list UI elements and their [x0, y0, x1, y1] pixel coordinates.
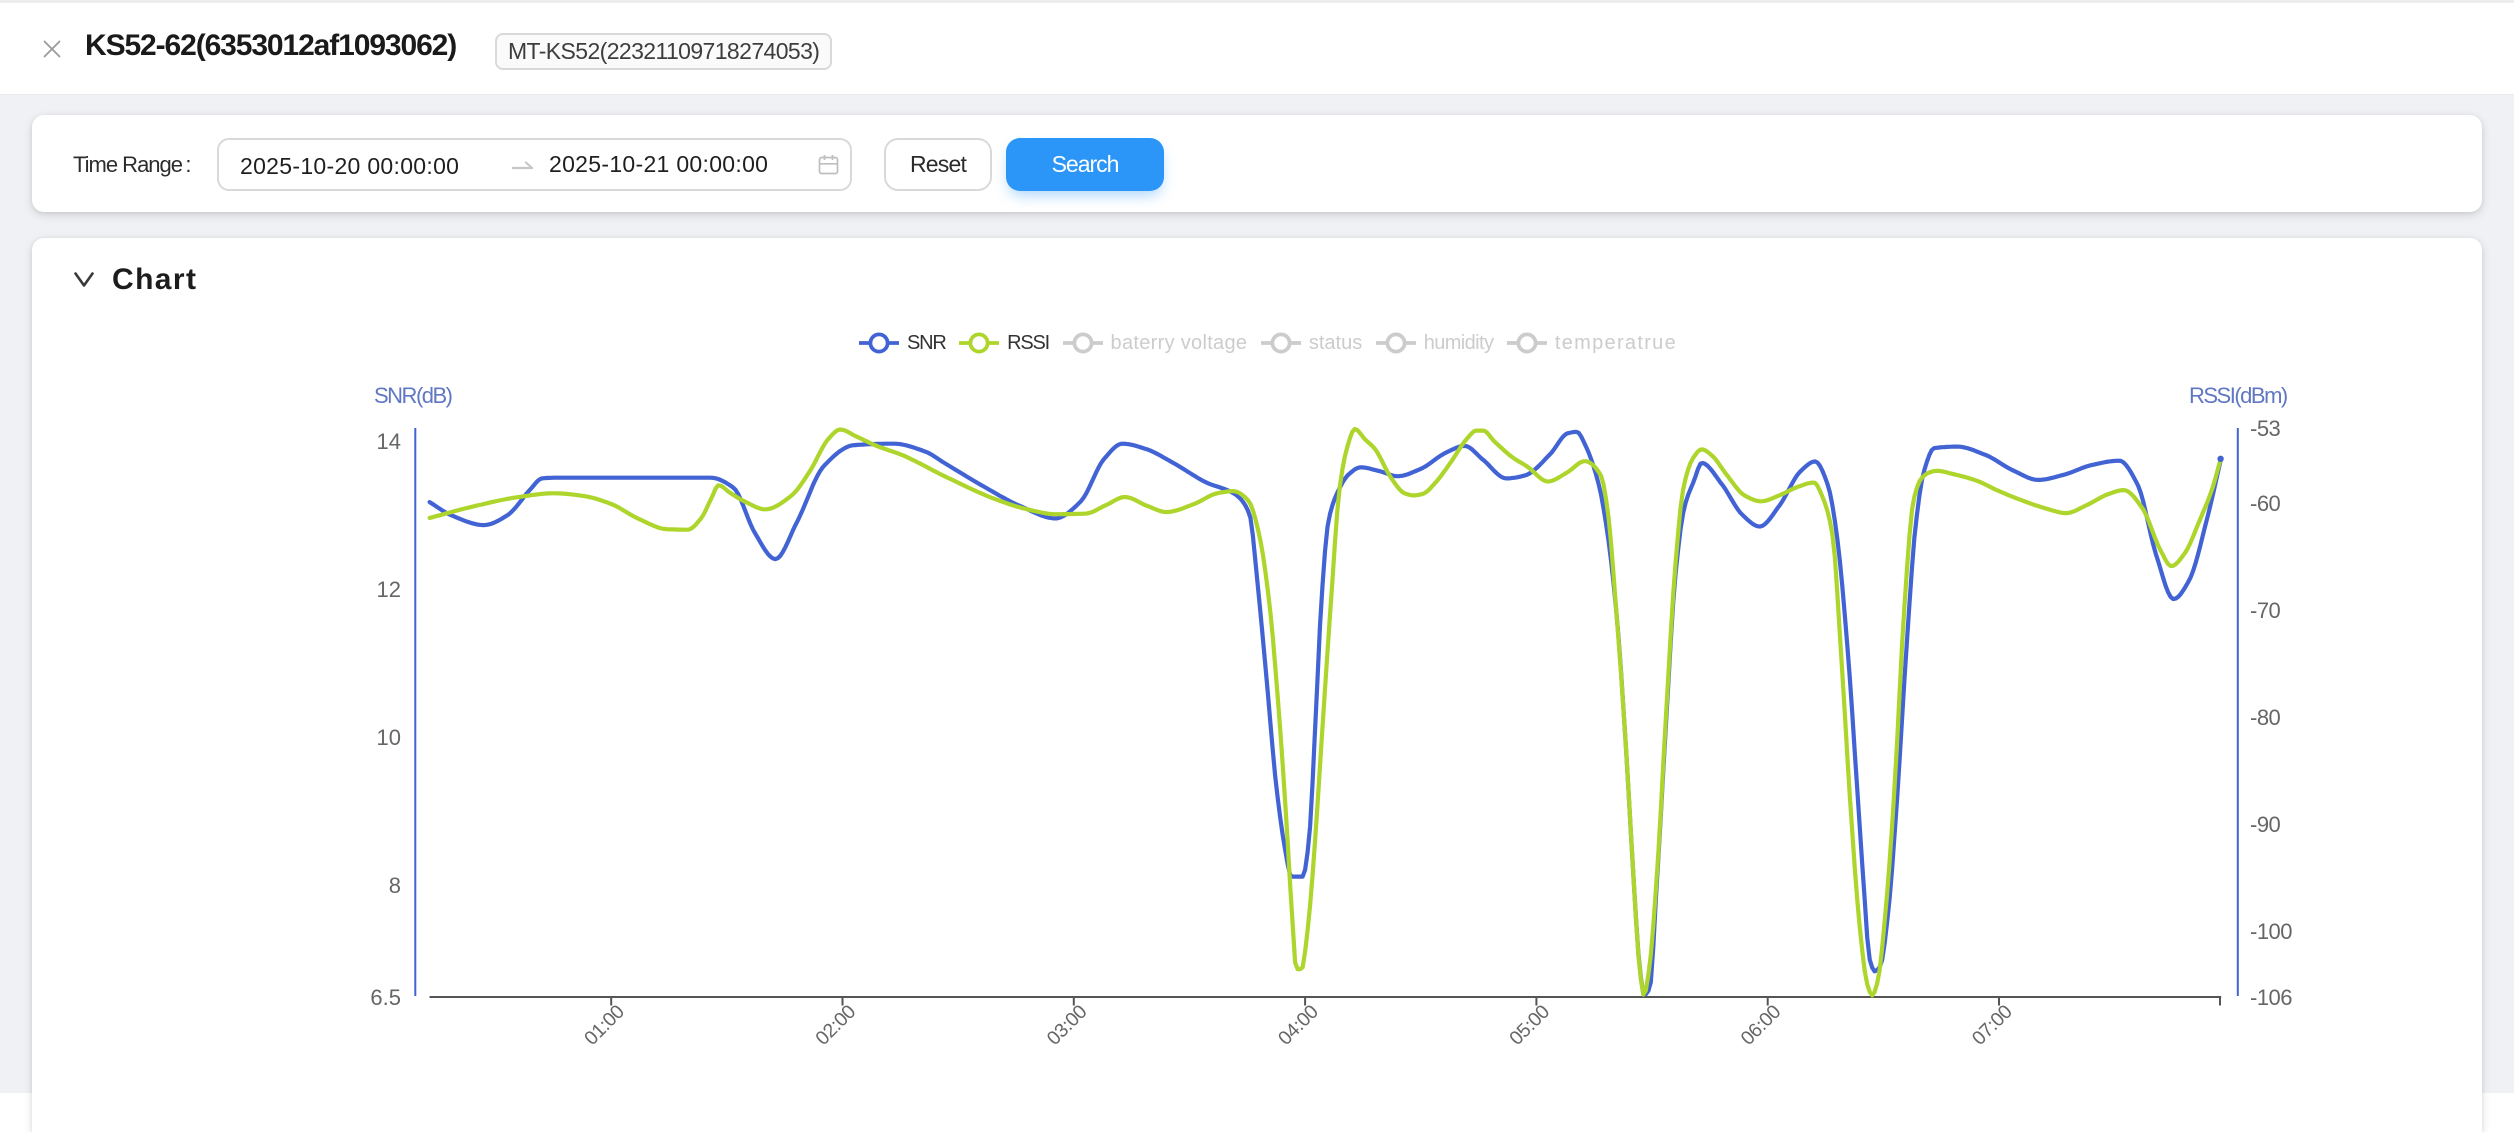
svg-text:02:00: 02:00: [811, 1001, 860, 1050]
svg-text:07:00: 07:00: [1968, 1001, 2017, 1050]
svg-text:8: 8: [389, 873, 401, 898]
svg-text:-70: -70: [2250, 598, 2281, 623]
svg-text:-53: -53: [2250, 416, 2281, 441]
svg-text:05:00: 05:00: [1505, 1001, 1554, 1050]
svg-text:-106: -106: [2250, 985, 2292, 1010]
svg-text:04:00: 04:00: [1274, 1001, 1323, 1050]
svg-text:03:00: 03:00: [1043, 1001, 1092, 1050]
svg-text:01:00: 01:00: [580, 1001, 629, 1050]
svg-text:10: 10: [377, 725, 401, 750]
svg-text:6.5: 6.5: [370, 985, 401, 1010]
svg-text:-100: -100: [2250, 919, 2292, 944]
svg-text:06:00: 06:00: [1737, 1001, 1786, 1050]
svg-text:-90: -90: [2250, 812, 2281, 837]
svg-text:-60: -60: [2250, 491, 2281, 516]
svg-text:12: 12: [377, 577, 401, 602]
svg-text:14: 14: [377, 429, 401, 454]
svg-text:-80: -80: [2250, 705, 2281, 730]
